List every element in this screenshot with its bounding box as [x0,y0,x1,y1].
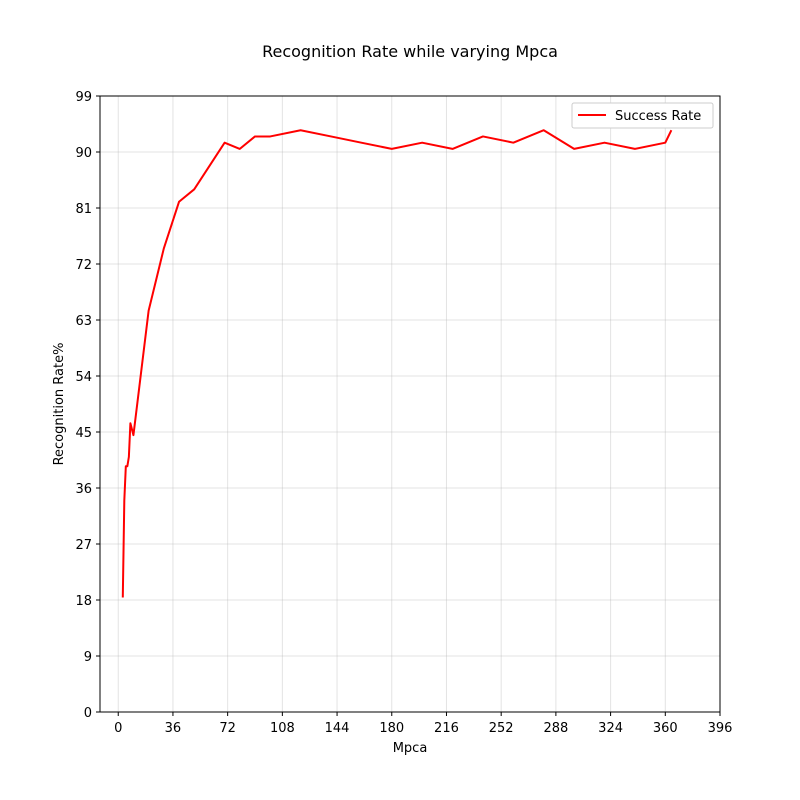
x-tick-label: 324 [598,721,623,736]
grid [100,95,721,713]
x-axis-title: Mpca [393,741,428,756]
chart-title: Recognition Rate while varying Mpca [262,42,558,61]
y-tick-label: 99 [75,90,92,105]
y-tick-label: 27 [75,538,92,553]
plot-frame [99,95,721,713]
x-tick-label: 144 [325,721,350,736]
y-tick-label: 18 [75,594,92,609]
legend-box [571,102,714,129]
x-tick-label: 72 [219,721,236,736]
y-tick-label: 90 [75,146,92,161]
x-tick-label: 36 [165,721,182,736]
legend: Success Rate [571,102,714,129]
series-line-success-rate [121,129,673,598]
y-tick-label: 72 [75,258,92,273]
x-tick-label: 252 [489,721,514,736]
y-tick-label: 9 [84,650,92,665]
x-tick-label: 108 [270,721,295,736]
axis-ticks: 0 36 72 108 144 180 216 252 288 324 360 396 0 9 18 27 36… [75,90,732,736]
y-tick-label: 45 [75,426,92,441]
y-tick-label: 81 [75,202,92,217]
x-tick-label: 216 [434,721,459,736]
legend-label: Success Rate [615,109,701,124]
y-tick-label: 54 [75,370,92,385]
y-axis-title: Recognition Rate% [52,343,67,466]
y-tick-label: 36 [75,482,92,497]
x-tick-label: 360 [653,721,678,736]
series-group [121,129,673,598]
y-tick-label: 63 [75,314,92,329]
x-tick-label: 180 [379,721,404,736]
x-tick-label: 0 [114,721,122,736]
x-tick-label: 396 [708,721,733,736]
y-tick-label: 0 [84,706,92,721]
x-tick-label: 288 [543,721,568,736]
